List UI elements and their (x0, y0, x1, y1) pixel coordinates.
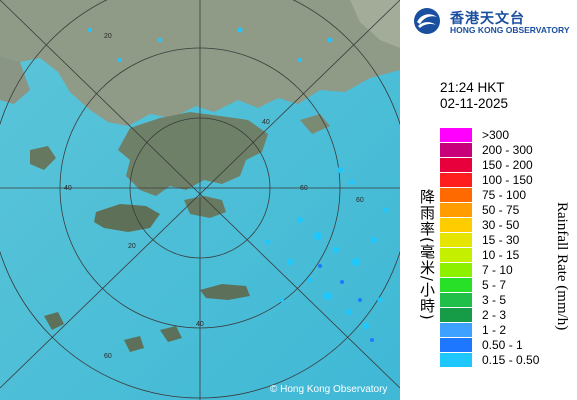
hk-island (184, 196, 226, 218)
legend-swatch (440, 128, 472, 142)
new-territories-land (118, 112, 268, 196)
legend-label: >300 (482, 128, 510, 142)
legend-swatch (440, 233, 472, 247)
legend-swatch (440, 173, 472, 187)
legend-swatch (440, 308, 472, 322)
ring-label: 60 (300, 185, 308, 192)
echo (363, 323, 369, 329)
ring-label: 40 (64, 185, 72, 192)
echo (352, 258, 360, 266)
legend-label: 100 - 150 (482, 173, 533, 187)
legend-label: 3 - 5 (482, 293, 507, 307)
legend-label: 1 - 2 (482, 323, 507, 337)
legend-label: 0.50 - 1 (482, 338, 523, 352)
legend-swatch (440, 323, 472, 337)
legend-title-en: Rainfall Rate (mm/h) (554, 201, 570, 331)
echo (324, 292, 332, 300)
legend-label: 200 - 300 (482, 143, 533, 157)
echo (358, 298, 362, 302)
legend-label: 2 - 3 (482, 308, 507, 322)
legend-swatch (440, 353, 472, 367)
range-rings (0, 0, 400, 400)
grid-line-diag-2 (0, 0, 400, 389)
echo (307, 277, 313, 283)
legend-label: 75 - 100 (482, 188, 527, 202)
echo (287, 259, 293, 265)
legend-label: 50 - 75 (482, 203, 520, 217)
legend-swatch (440, 188, 472, 202)
legend-panel: 香港天文台 HONG KONG OBSERVATORY 21:24 HKT 02… (400, 0, 577, 400)
lantau-island (94, 204, 160, 232)
rain-echoes (88, 27, 389, 329)
echo (314, 232, 322, 240)
copyright: © Hong Kong Observatory (270, 384, 388, 395)
echo (371, 237, 377, 243)
echo (297, 217, 303, 223)
echo (318, 264, 322, 268)
ring-label: 20 (128, 243, 136, 250)
echo (280, 298, 284, 302)
legend-label: 30 - 50 (482, 218, 520, 232)
echo (349, 179, 355, 185)
legend-title-zh: 降雨率(毫米/小時) (418, 189, 436, 321)
legend-swatch (440, 338, 472, 352)
timestamp-time: 21:24 HKT (440, 80, 505, 95)
legend-label: 15 - 30 (482, 233, 520, 247)
legend-swatch (440, 293, 472, 307)
legend-swatch (440, 248, 472, 262)
hko-logo-icon (414, 8, 440, 34)
echo (265, 239, 271, 245)
echo (337, 167, 343, 173)
legend-swatch (440, 203, 472, 217)
echo (298, 58, 302, 62)
island-south-1 (200, 284, 250, 300)
radar-map[interactable]: 20 40 60 20 40 60 40 60 © Hong Kong Obse… (0, 0, 400, 400)
logo-text-en: HONG KONG OBSERVATORY (450, 25, 570, 35)
western-land (0, 56, 30, 104)
echo (158, 38, 162, 42)
echo (370, 338, 374, 342)
legend-label: 150 - 200 (482, 158, 533, 172)
rain-echoes-moderate (318, 264, 374, 342)
legend-label: 10 - 15 (482, 248, 520, 262)
legend-label: 5 - 7 (482, 278, 507, 292)
logo-text-zh: 香港天文台 (450, 11, 525, 27)
island-east-1 (300, 114, 330, 134)
legend-swatch (440, 218, 472, 232)
ring-label: 40 (262, 119, 270, 126)
echo (377, 297, 383, 303)
legend-swatch (440, 263, 472, 277)
echo (383, 207, 389, 213)
echo (345, 309, 351, 315)
island-south-4 (124, 336, 144, 352)
legend-label: 0.15 - 0.50 (482, 353, 540, 367)
range-ring-labels: 20 40 60 20 40 60 40 60 (64, 33, 364, 360)
timestamp-date: 02-11-2025 (440, 96, 509, 111)
echo (88, 28, 92, 32)
ring-label: 60 (104, 353, 112, 360)
radar-map-svg: 20 40 60 20 40 60 40 60 (0, 0, 400, 400)
legend-label: 7 - 10 (482, 263, 513, 277)
echo (327, 37, 333, 43)
island-south-2 (44, 312, 64, 330)
echo (118, 58, 122, 62)
echo (237, 27, 243, 33)
legend-swatch (440, 143, 472, 157)
hko-logo[interactable]: 香港天文台 HONG KONG OBSERVATORY (412, 6, 577, 36)
ring-label: 40 (196, 321, 204, 328)
island-south-3 (160, 326, 182, 342)
echo (333, 247, 339, 253)
island-west (30, 146, 56, 170)
echo (340, 280, 344, 284)
ring-label: 20 (104, 33, 112, 40)
legend-swatch (440, 278, 472, 292)
legend-swatch (440, 158, 472, 172)
ring-label: 60 (356, 197, 364, 204)
